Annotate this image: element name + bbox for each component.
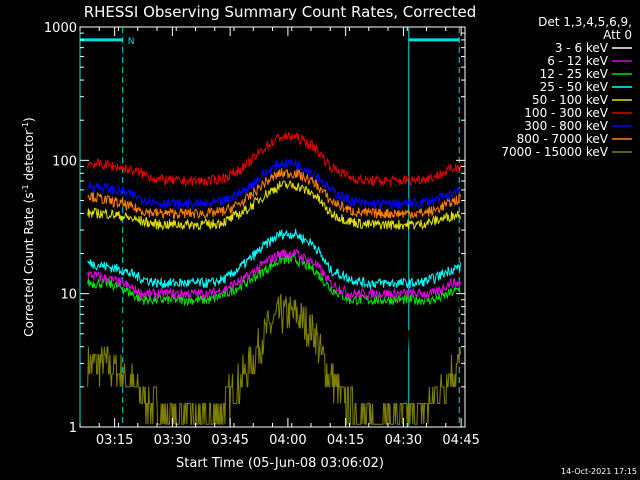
night-flag-label: N xyxy=(128,37,135,47)
y-tick-label: 1 xyxy=(69,421,77,436)
legend-label: 50 - 100 keV xyxy=(532,93,609,107)
y-axis-label-main: Corrected Count Rate (s xyxy=(22,192,36,336)
legend-label: 7000 - 15000 keV xyxy=(501,145,608,159)
x-tick-label: 04:00 xyxy=(269,433,306,448)
x-tick-label: 03:45 xyxy=(211,433,248,448)
y-axis-label-end: ) xyxy=(22,117,36,122)
x-tick-label: 04:45 xyxy=(442,433,479,448)
x-tick-label: 03:15 xyxy=(96,433,133,448)
y-tick-label: 1000 xyxy=(44,21,77,36)
series-layer xyxy=(87,131,461,425)
series-line-7 xyxy=(87,168,461,220)
x-axis: 03:15 03:30 03:45 04:00 04:15 04:30 04:45 xyxy=(79,27,480,448)
legend-label: 300 - 800 keV xyxy=(524,119,608,133)
series-line-1 xyxy=(87,248,461,301)
series-line-6 xyxy=(87,158,461,211)
legend-label: 800 - 7000 keV xyxy=(517,132,609,146)
legend-header-line1: Det 1,3,4,5,6,9, xyxy=(538,15,632,29)
plot-frame xyxy=(79,26,466,428)
x-tick-label: 03:30 xyxy=(154,433,191,448)
y-tick-label: 100 xyxy=(52,154,77,169)
y-axis-label-mid: detector xyxy=(22,130,36,185)
legend-label: 25 - 50 keV xyxy=(540,80,609,94)
y-axis: 1 10 100 1000 xyxy=(44,21,465,436)
plot-area xyxy=(79,26,466,428)
y-tick-label: 10 xyxy=(60,288,77,303)
series-line-0 xyxy=(87,247,461,353)
x-tick-label: 04:15 xyxy=(327,433,364,448)
legend-label: 100 - 300 keV xyxy=(524,106,608,120)
legend-header-line2: Att 0 xyxy=(603,28,632,42)
y-axis-label: Corrected Count Rate (s-1 detector-1) xyxy=(21,117,36,336)
series-line-3 xyxy=(87,228,461,290)
timestamp: 14-Oct-2021 17:15 xyxy=(561,467,637,476)
x-tick-label: 04:30 xyxy=(385,433,422,448)
chart-title: RHESSI Observing Summary Count Rates, Co… xyxy=(84,3,477,21)
series-line-8 xyxy=(87,293,461,425)
x-axis-label: Start Time (05-Jun-08 03:06:02) xyxy=(176,456,384,471)
series-line-4 xyxy=(87,179,461,231)
y-axis-label-sup2: -1 xyxy=(21,122,30,130)
series-line-2 xyxy=(87,253,461,307)
legend-label: 3 - 6 keV xyxy=(555,41,609,55)
legend-label: 6 - 12 keV xyxy=(547,54,609,68)
series-line-5 xyxy=(87,131,461,188)
legend-label: 12 - 25 keV xyxy=(540,67,609,81)
y-axis-label-sup1: -1 xyxy=(21,184,30,192)
